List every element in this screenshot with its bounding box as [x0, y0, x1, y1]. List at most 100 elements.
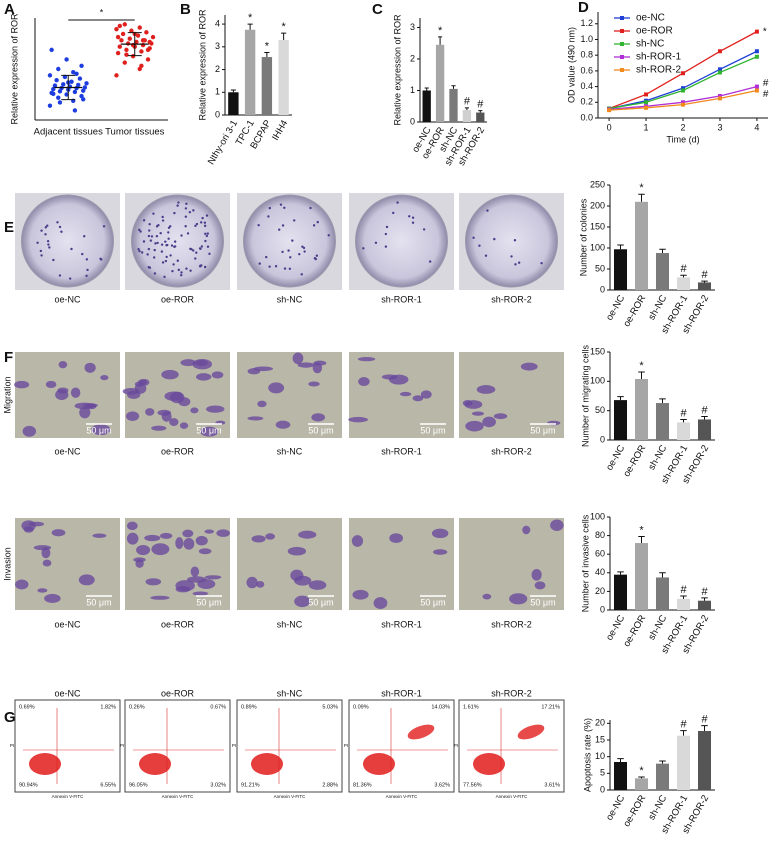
colony: [138, 228, 141, 232]
stained-cell: [22, 425, 37, 437]
image-label: oe-NC: [54, 446, 81, 456]
annotation: #: [464, 96, 471, 108]
colony: [189, 269, 192, 272]
annotation: #: [680, 719, 687, 731]
colony: [472, 236, 475, 239]
stained-cell: [83, 403, 98, 408]
colony: [161, 215, 164, 219]
y-tick-label: 2: [410, 53, 415, 63]
colony: [287, 249, 290, 252]
colony: [36, 241, 39, 245]
legend-marker: [620, 16, 624, 20]
data-point: [114, 73, 119, 78]
scale-bar-label: 50 μm: [308, 425, 333, 435]
error-bar: [659, 248, 666, 254]
colony: [44, 226, 48, 229]
data-point: [114, 26, 119, 32]
data-point: [129, 28, 134, 33]
row-label: Migration: [2, 376, 12, 413]
data-point: [69, 79, 74, 84]
colony: [86, 268, 89, 272]
y-tick-label: 0: [410, 116, 415, 126]
stained-cell: [471, 411, 485, 416]
image-label: sh-NC: [277, 619, 303, 629]
flow-x-label: Annexin V-FITC: [274, 794, 307, 799]
annotation: *: [639, 765, 644, 777]
colony: [137, 248, 140, 251]
data-point: [124, 52, 129, 57]
stained-cell: [179, 422, 189, 429]
bar: [697, 731, 712, 790]
stained-cell: [522, 525, 531, 535]
colony: [153, 272, 157, 275]
stained-cell: [311, 413, 325, 422]
annotation: #: [477, 99, 484, 111]
colony: [327, 234, 330, 237]
stained-cell: [206, 405, 225, 413]
data-point: [127, 36, 132, 41]
stained-cell: [268, 382, 285, 394]
bar: [462, 110, 472, 122]
event-cloud: [29, 753, 61, 775]
stained-cell: [195, 373, 212, 381]
bar: [655, 577, 670, 610]
data-point: [134, 39, 139, 45]
bar: [676, 598, 691, 610]
colony: [192, 249, 195, 252]
colony: [155, 234, 159, 238]
colony: [165, 244, 168, 247]
bar: [676, 422, 691, 440]
sd-bar: [61, 74, 76, 101]
stained-cell: [37, 588, 48, 593]
stained-cell: [482, 593, 492, 600]
scale-bar-label: 50 μm: [308, 597, 333, 607]
image-label: sh-NC: [277, 446, 303, 456]
stained-cell: [348, 416, 368, 423]
stained-cell: [182, 529, 194, 538]
colony: [314, 257, 318, 261]
quadrant-percent: 81.36%: [353, 782, 372, 788]
stained-cell: [373, 597, 388, 609]
panel-label: F: [4, 349, 13, 366]
panel-label: B: [180, 1, 191, 18]
error-bar: [264, 52, 270, 58]
bar: [634, 378, 649, 440]
legend-label: sh-NC: [636, 39, 664, 50]
panel-label: G: [4, 709, 16, 726]
colony: [180, 274, 183, 277]
colony: [300, 273, 303, 276]
colony: [206, 232, 210, 235]
error-bar: [464, 107, 469, 111]
flow-title: oe-ROR: [161, 688, 195, 698]
colony: [173, 245, 176, 249]
colony: [150, 235, 154, 238]
colony: [58, 274, 62, 277]
event-cloud: [363, 753, 395, 775]
colony: [180, 271, 183, 274]
colony: [194, 224, 197, 228]
stained-cell: [509, 593, 528, 605]
legend-marker: [620, 55, 624, 59]
flow-title: sh-ROR-2: [491, 688, 532, 698]
stained-cell: [476, 385, 496, 394]
colony: [291, 239, 294, 242]
data-point: [139, 49, 144, 54]
stained-cell: [190, 407, 199, 414]
culture-dish: [243, 194, 336, 288]
quadrant-percent: 1.82%: [100, 704, 116, 710]
y-tick-label: 1.2: [580, 18, 593, 28]
bar: [449, 88, 458, 122]
data-point: [135, 33, 141, 38]
y-tick-label: 200: [590, 200, 605, 210]
colony: [140, 251, 144, 254]
y-tick-label: 0: [600, 434, 605, 444]
x-tick-label: 2: [680, 122, 685, 132]
image-label: sh-ROR-1: [381, 619, 422, 629]
data-point: [644, 105, 649, 110]
x-tick-label: Tumor tissues: [105, 127, 165, 138]
bar: [655, 253, 670, 290]
flow-x-label: Annexin V-FITC: [52, 794, 85, 799]
colony: [274, 265, 278, 268]
sd-bar: [127, 32, 142, 57]
data-point: [49, 47, 54, 53]
